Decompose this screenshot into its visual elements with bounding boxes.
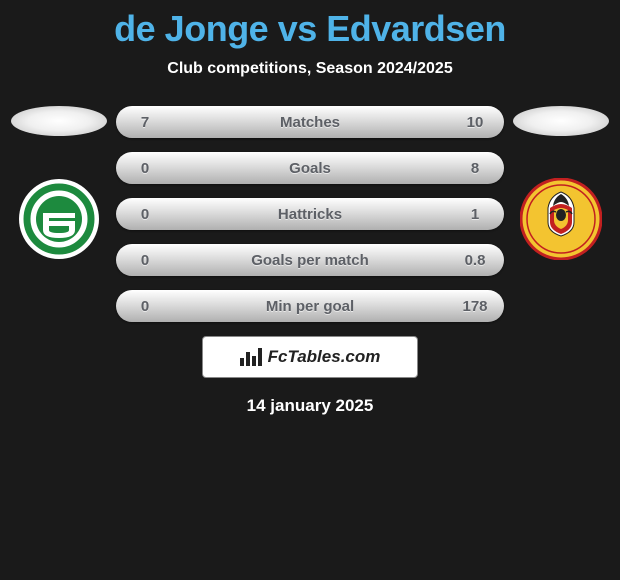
player-placeholder-left bbox=[11, 106, 107, 136]
stat-row: 0 Goals 8 bbox=[116, 152, 504, 184]
stat-right-value: 1 bbox=[446, 206, 504, 223]
stat-left-value: 0 bbox=[116, 206, 174, 223]
stat-label: Goals per match bbox=[174, 252, 446, 269]
stat-row: 7 Matches 10 bbox=[116, 106, 504, 138]
stat-left-value: 0 bbox=[116, 160, 174, 177]
stats-column: 7 Matches 10 0 Goals 8 0 Hattricks 1 0 G… bbox=[110, 106, 510, 416]
right-player-column bbox=[510, 106, 612, 260]
page-title: de Jonge vs Edvardsen bbox=[0, 0, 620, 50]
player-placeholder-right bbox=[513, 106, 609, 136]
stat-label: Goals bbox=[174, 160, 446, 177]
stat-right-value: 8 bbox=[446, 160, 504, 177]
site-logo-text: FcTables.com bbox=[268, 347, 381, 367]
subtitle: Club competitions, Season 2024/2025 bbox=[0, 60, 620, 78]
stat-left-value: 0 bbox=[116, 252, 174, 269]
stat-right-value: 178 bbox=[446, 298, 504, 315]
stat-right-value: 10 bbox=[446, 114, 504, 131]
comparison-content: 7 Matches 10 0 Goals 8 0 Hattricks 1 0 G… bbox=[0, 106, 620, 416]
stat-label: Min per goal bbox=[174, 298, 446, 315]
groningen-badge-icon bbox=[18, 178, 100, 260]
stat-row: 0 Min per goal 178 bbox=[116, 290, 504, 322]
right-club-badge bbox=[520, 178, 602, 260]
left-club-badge bbox=[18, 178, 100, 260]
stat-left-value: 7 bbox=[116, 114, 174, 131]
date-label: 14 january 2025 bbox=[116, 396, 504, 416]
stat-left-value: 0 bbox=[116, 298, 174, 315]
stat-row: 0 Hattricks 1 bbox=[116, 198, 504, 230]
stat-row: 0 Goals per match 0.8 bbox=[116, 244, 504, 276]
chart-bars-icon bbox=[240, 348, 262, 366]
left-player-column bbox=[8, 106, 110, 260]
stat-label: Matches bbox=[174, 114, 446, 131]
stat-right-value: 0.8 bbox=[446, 252, 504, 269]
go-ahead-eagles-badge-icon bbox=[520, 178, 602, 260]
site-logo-box[interactable]: FcTables.com bbox=[202, 336, 418, 378]
stat-label: Hattricks bbox=[174, 206, 446, 223]
